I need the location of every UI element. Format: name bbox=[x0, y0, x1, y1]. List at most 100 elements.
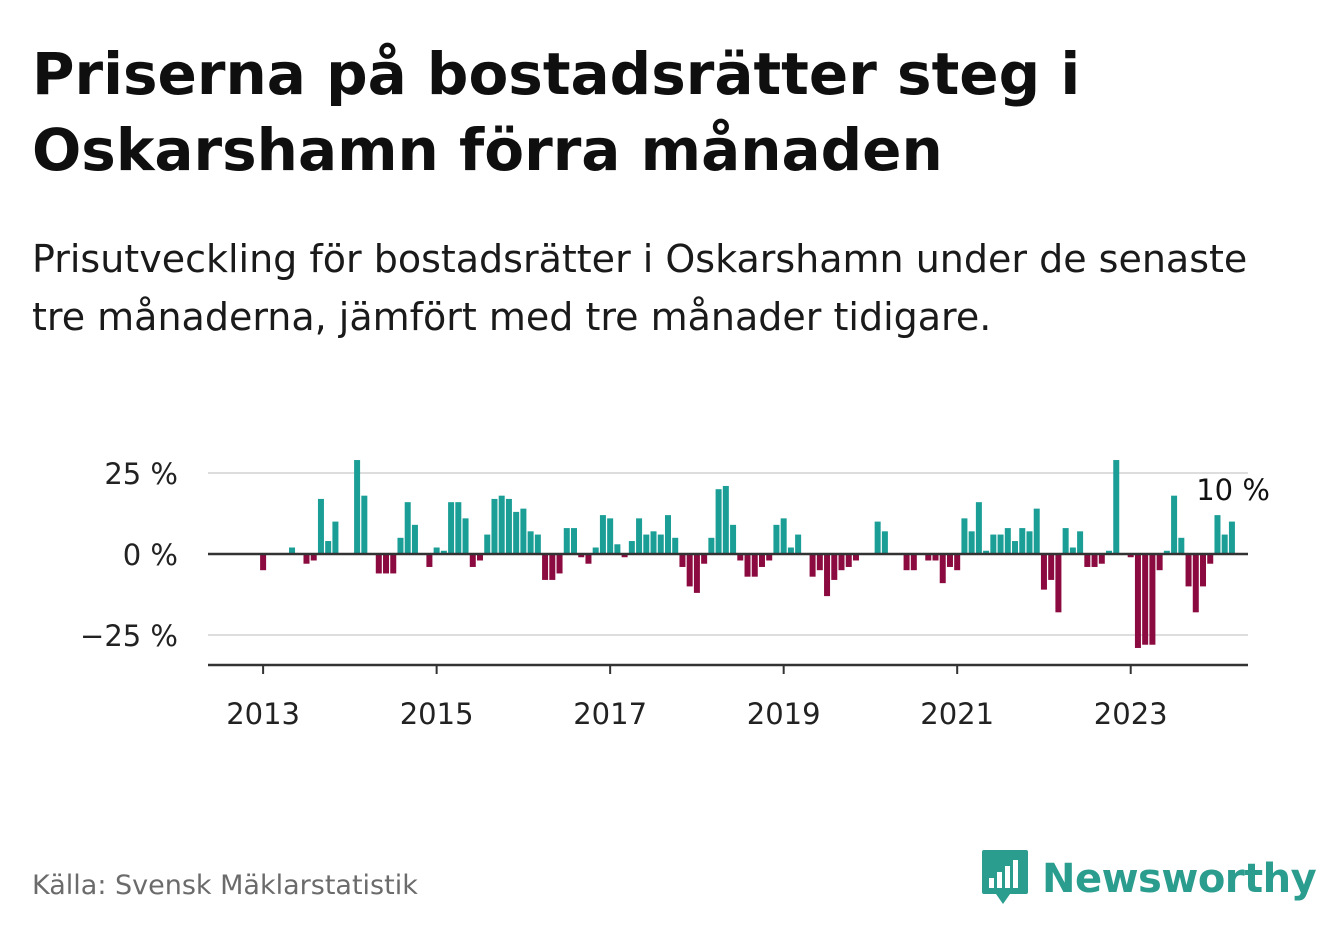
bar bbox=[397, 537, 404, 554]
bar bbox=[303, 554, 310, 564]
brand-name: Newsworthy bbox=[1042, 856, 1317, 902]
bar bbox=[1221, 534, 1228, 554]
bar bbox=[824, 554, 831, 597]
bar bbox=[657, 534, 664, 554]
bar bbox=[701, 554, 708, 564]
bar bbox=[1069, 547, 1076, 554]
bar bbox=[722, 485, 729, 554]
bar bbox=[498, 495, 505, 554]
bar bbox=[527, 531, 534, 554]
bar bbox=[1192, 554, 1199, 613]
bar bbox=[997, 534, 1004, 554]
bar bbox=[809, 554, 816, 577]
bar bbox=[1026, 531, 1033, 554]
x-tick-label: 2017 bbox=[573, 697, 647, 731]
bar bbox=[1077, 531, 1084, 554]
bar bbox=[1040, 554, 1047, 590]
bar bbox=[404, 502, 411, 554]
bar bbox=[592, 547, 599, 554]
bar bbox=[332, 521, 339, 554]
bar bbox=[744, 554, 751, 577]
bar bbox=[925, 554, 932, 561]
bar-chart: 25 % 0 % −25 % 2013 2015 2017 2019 2021 2023 10 %… bbox=[80, 457, 1274, 731]
bar bbox=[961, 518, 968, 554]
bar bbox=[751, 554, 758, 577]
bar bbox=[513, 511, 520, 554]
bar bbox=[766, 554, 773, 561]
bar bbox=[542, 554, 549, 580]
last-value-label-halo: 10 % bbox=[1196, 473, 1270, 507]
bar bbox=[411, 524, 418, 554]
bar bbox=[390, 554, 397, 574]
bar bbox=[1048, 554, 1055, 580]
bar bbox=[1091, 554, 1098, 567]
bar bbox=[939, 554, 946, 584]
chart-title: Priserna på bostadsrätter steg i Oskarsh… bbox=[32, 40, 1081, 184]
bar bbox=[1207, 554, 1214, 564]
bar bbox=[505, 498, 512, 554]
bar bbox=[578, 554, 585, 558]
bar bbox=[881, 531, 888, 554]
bar bbox=[1055, 554, 1062, 613]
bar bbox=[1019, 528, 1026, 554]
bar bbox=[780, 518, 787, 554]
bar bbox=[433, 547, 440, 554]
bar bbox=[469, 554, 476, 567]
bar bbox=[903, 554, 910, 571]
bar bbox=[1134, 554, 1141, 648]
bar bbox=[874, 521, 881, 554]
bar bbox=[383, 554, 390, 574]
bar bbox=[787, 547, 794, 554]
bar bbox=[730, 524, 737, 554]
bar bbox=[1156, 554, 1163, 571]
bar bbox=[773, 524, 780, 554]
bar bbox=[1142, 554, 1149, 645]
bar bbox=[289, 547, 296, 554]
bar bbox=[628, 541, 635, 554]
bar bbox=[852, 554, 859, 561]
bar bbox=[946, 554, 953, 567]
x-tick-label: 2015 bbox=[400, 697, 474, 731]
bar bbox=[614, 544, 621, 554]
bar bbox=[664, 515, 671, 554]
bar bbox=[440, 550, 447, 554]
bar bbox=[1163, 550, 1170, 554]
bar bbox=[1062, 528, 1069, 554]
bar bbox=[990, 534, 997, 554]
bar bbox=[556, 554, 563, 574]
bar bbox=[1106, 550, 1113, 554]
bar bbox=[1200, 554, 1207, 587]
bar bbox=[361, 495, 368, 554]
bar bbox=[1127, 554, 1134, 558]
bar bbox=[310, 554, 317, 561]
bar bbox=[737, 554, 744, 561]
bar bbox=[636, 518, 643, 554]
source-note: Källa: Svensk Mäklarstatistik bbox=[32, 870, 418, 901]
chart-subtitle: Prisutveckling för bostadsrätter i Oskar… bbox=[32, 237, 1248, 339]
bar bbox=[1084, 554, 1091, 567]
brand-logo[interactable]: Newsworthy bbox=[980, 848, 1317, 910]
bar bbox=[1149, 554, 1156, 645]
bar bbox=[426, 554, 433, 567]
bar bbox=[317, 498, 324, 554]
bar bbox=[491, 498, 498, 554]
bar bbox=[1033, 508, 1040, 554]
bar bbox=[1178, 537, 1185, 554]
bar bbox=[795, 534, 802, 554]
bar bbox=[1228, 521, 1235, 554]
bar bbox=[1171, 495, 1178, 554]
y-tick-label: 0 % bbox=[123, 538, 178, 572]
bar bbox=[448, 502, 455, 554]
x-tick-label: 2021 bbox=[920, 697, 994, 731]
bar bbox=[686, 554, 693, 587]
bar bbox=[983, 550, 990, 554]
bar bbox=[325, 541, 332, 554]
bar bbox=[571, 528, 577, 554]
bar bbox=[484, 534, 491, 554]
x-tick-label: 2019 bbox=[747, 697, 821, 731]
bar bbox=[621, 554, 628, 558]
bar bbox=[534, 534, 541, 554]
bar bbox=[954, 554, 961, 571]
bar-chart-icon bbox=[982, 850, 1028, 904]
bar bbox=[650, 531, 657, 554]
